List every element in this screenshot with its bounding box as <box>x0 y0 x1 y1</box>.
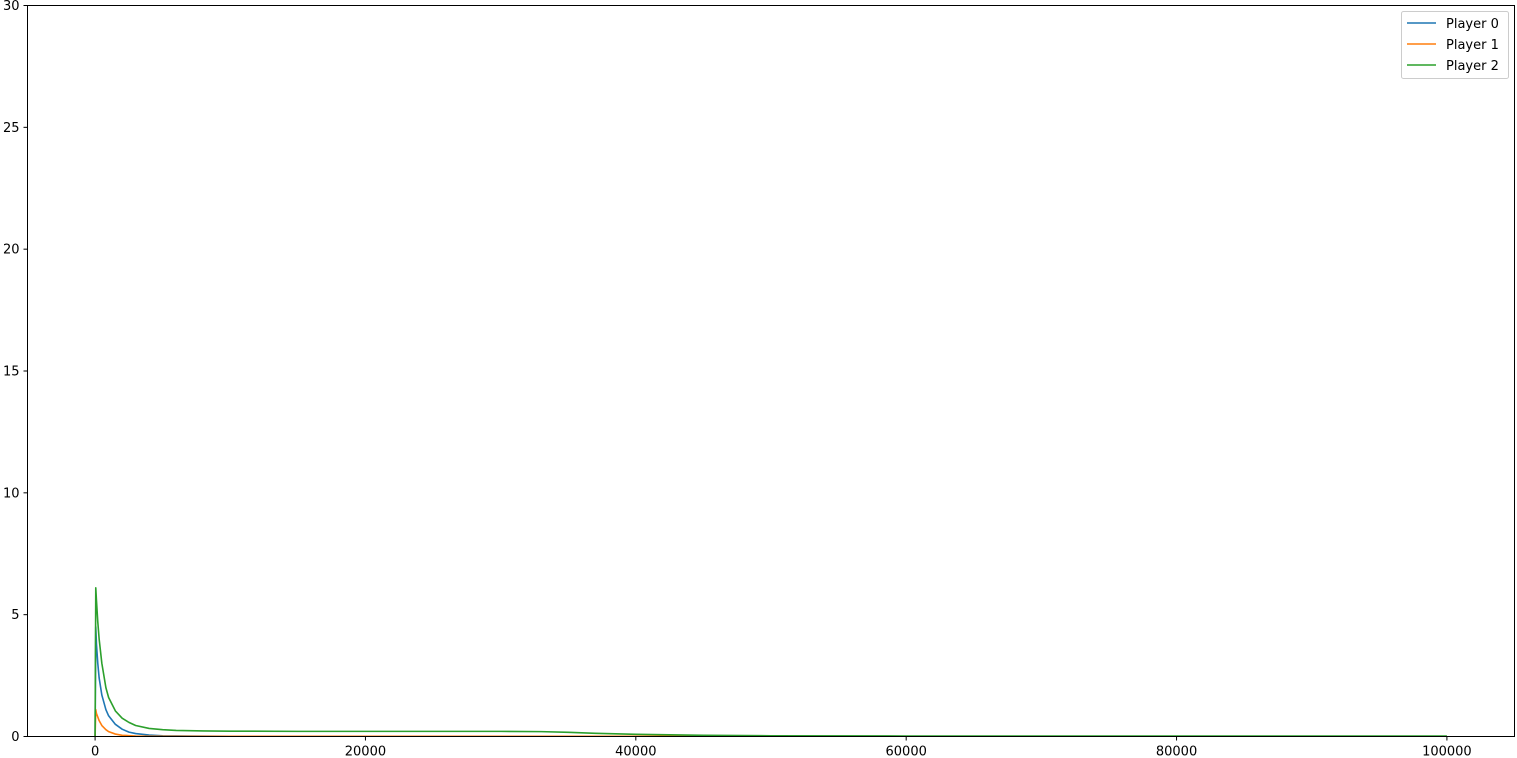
legend-label-player-2: Player 2 <box>1446 59 1499 74</box>
x-tick-label: 80000 <box>1156 745 1197 758</box>
y-tick-label: 15 <box>3 365 20 380</box>
y-tick-label: 0 <box>11 730 19 745</box>
y-tick-label: 5 <box>11 608 19 623</box>
legend-box <box>1401 11 1509 79</box>
x-axis: 0 20000 40000 60000 80000 100000 <box>91 736 1472 758</box>
x-tick-label: 0 <box>91 745 99 758</box>
y-axis: 0 5 10 15 20 25 30 <box>3 0 28 745</box>
x-tick-label: 60000 <box>886 745 927 758</box>
legend: Player 0 Player 1 Player 2 <box>1401 11 1509 79</box>
legend-label-player-0: Player 0 <box>1446 17 1499 32</box>
x-tick-label: 40000 <box>615 745 656 758</box>
series-line-player-2 <box>94 587 1447 737</box>
y-tick-label: 25 <box>3 121 20 136</box>
x-tick-label: 100000 <box>1422 745 1472 758</box>
legend-label-player-1: Player 1 <box>1446 38 1499 53</box>
y-tick-label: 10 <box>3 486 20 501</box>
x-tick-label: 20000 <box>345 745 386 758</box>
y-tick-label: 20 <box>3 243 20 258</box>
y-tick-label: 30 <box>3 0 20 14</box>
